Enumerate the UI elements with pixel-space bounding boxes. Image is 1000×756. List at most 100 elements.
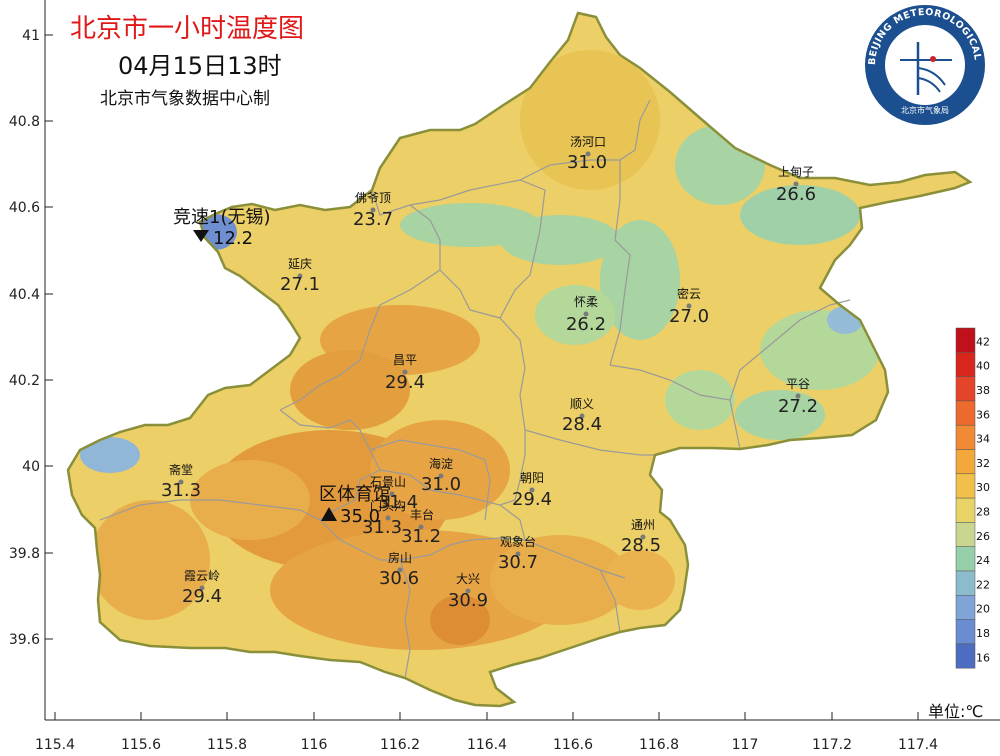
- legend-level-label: 34: [976, 433, 990, 446]
- station-marker[interactable]: 昌平 29.4: [385, 353, 425, 393]
- station-name: 房山: [388, 550, 412, 565]
- logo-bottom-text: 北京市气象局: [901, 105, 949, 115]
- legend-level-label: 20: [976, 603, 990, 616]
- station-marker[interactable]: 佛爷顶 23.7: [353, 191, 393, 230]
- station-marker[interactable]: 门头沟 31.3: [362, 498, 406, 538]
- beijing-boundary: [66, 11, 973, 708]
- x-tick-label: 116.2: [380, 737, 420, 753]
- station-dot-icon: [402, 369, 408, 375]
- station-dot-icon: [583, 311, 589, 317]
- station-marker[interactable]: 上甸子 26.6: [776, 165, 816, 205]
- x-tick-label: 115.4: [35, 737, 75, 753]
- legend-level-label: 40: [976, 360, 990, 373]
- station-name: 怀柔: [574, 295, 598, 309]
- station-temp: 28.5: [621, 535, 661, 556]
- map-datetime: 04月15日13时: [118, 52, 282, 80]
- station-marker[interactable]: 大兴 30.9: [448, 572, 488, 611]
- station-marker[interactable]: 平谷 27.2: [778, 377, 818, 417]
- x-tick-label: 116: [301, 737, 328, 753]
- station-name: 朝阳: [520, 471, 544, 485]
- temperature-field: [68, 13, 970, 706]
- station-dot-icon: [438, 473, 444, 479]
- station-marker[interactable]: 汤河口 31.0: [567, 135, 607, 173]
- station-marker[interactable]: 通州 28.5: [621, 518, 661, 556]
- station-marker[interactable]: 观象台 30.7: [498, 534, 538, 573]
- station-dot-icon: [199, 585, 205, 591]
- station-dot-icon: [385, 515, 391, 521]
- station-dot-icon: [465, 588, 471, 594]
- legend-level-label: 36: [976, 408, 990, 421]
- x-tick-label: 117: [732, 737, 759, 753]
- station-temp: 28.4: [562, 414, 602, 435]
- station-dot-icon: [397, 567, 403, 573]
- color-legend: 42 40 38 36 34 32 30 28 26 24 22 20 18 16: [955, 327, 990, 669]
- max-marker[interactable]: 区体育馆 35.0: [319, 484, 391, 527]
- station-dot-icon: [297, 273, 303, 279]
- legend-level-label: 16: [976, 651, 990, 664]
- station-dot-icon: [370, 207, 376, 213]
- station-dot-icon: [418, 524, 424, 530]
- y-tick-label: 41: [22, 28, 40, 44]
- station-temp: 27.1: [280, 274, 320, 295]
- y-tick-label: 40.6: [9, 200, 40, 216]
- x-tick-label: 116.8: [639, 737, 679, 753]
- station-temp: 31.4: [378, 492, 418, 513]
- station-temp: 26.2: [566, 314, 606, 335]
- min-marker[interactable]: 竞速1(无锡) 12.2: [173, 207, 271, 249]
- max-label: 区体育馆: [319, 484, 391, 505]
- station-name: 平谷: [786, 377, 810, 391]
- station-marker[interactable]: 石景山 31.4: [370, 475, 418, 513]
- station-temp: 29.4: [385, 372, 425, 393]
- station-temp: 29.4: [512, 489, 552, 510]
- station-marker[interactable]: 朝阳 29.4: [512, 471, 552, 510]
- station-name: 门头沟: [370, 498, 406, 513]
- station-marker[interactable]: 房山 30.6: [379, 550, 419, 589]
- station-marker[interactable]: 延庆 27.1: [280, 257, 320, 295]
- station-dot-icon: [793, 181, 799, 187]
- legend-level-label: 30: [976, 481, 990, 494]
- station-temp: 31.2: [401, 526, 441, 547]
- legend-swatch: [955, 522, 976, 547]
- station-dot-icon: [389, 491, 395, 497]
- station-name: 斋堂: [169, 462, 193, 477]
- max-triangle-icon: [321, 507, 337, 521]
- min-label: 竞速1(无锡): [173, 207, 271, 228]
- x-tick-label: 117.2: [812, 737, 852, 753]
- legend-swatch: [955, 619, 976, 645]
- legend-level-label: 22: [976, 578, 990, 591]
- legend-level-label: 38: [976, 384, 990, 397]
- max-temp: 35.0: [340, 506, 380, 527]
- station-temp: 31.3: [362, 517, 402, 538]
- legend-level-label: 26: [976, 530, 990, 543]
- legend-swatch: [955, 546, 976, 572]
- station-marker[interactable]: 斋堂 31.3: [161, 462, 201, 501]
- y-tick-label: 40.8: [9, 114, 40, 130]
- station-name: 通州: [631, 518, 655, 532]
- legend-level-label: 32: [976, 457, 990, 470]
- station-marker[interactable]: 丰台 31.2: [401, 507, 441, 547]
- y-tick-label: 40.4: [9, 287, 40, 303]
- legend-swatch: [955, 449, 976, 475]
- legend-swatch: [955, 473, 976, 499]
- station-marker[interactable]: 密云 27.0: [669, 286, 709, 327]
- x-tick-label: 115.6: [121, 737, 161, 753]
- station-temp: 29.4: [182, 586, 222, 607]
- station-marker[interactable]: 顺义 28.4: [562, 397, 602, 435]
- legend-swatch: [955, 327, 976, 353]
- y-tick-label: 40: [22, 459, 40, 475]
- y-tick-label: 40.2: [9, 373, 40, 389]
- station-temp: 31.0: [567, 152, 607, 173]
- station-temp: 27.0: [669, 306, 709, 327]
- station-dot-icon: [640, 534, 646, 540]
- legend-swatch: [955, 424, 976, 450]
- min-temp: 12.2: [213, 228, 253, 249]
- legend-swatch: [955, 400, 976, 426]
- station-marker[interactable]: 海淀 31.0: [421, 456, 461, 495]
- y-tick-label: 39.8: [9, 546, 40, 562]
- legend-level-label: 24: [976, 554, 990, 567]
- station-marker[interactable]: 霞云岭 29.4: [182, 569, 222, 607]
- station-marker[interactable]: 怀柔 26.2: [566, 295, 606, 335]
- station-name: 海淀: [429, 456, 453, 471]
- station-name: 丰台: [410, 507, 434, 522]
- legend-unit-label: 单位:℃: [928, 702, 984, 721]
